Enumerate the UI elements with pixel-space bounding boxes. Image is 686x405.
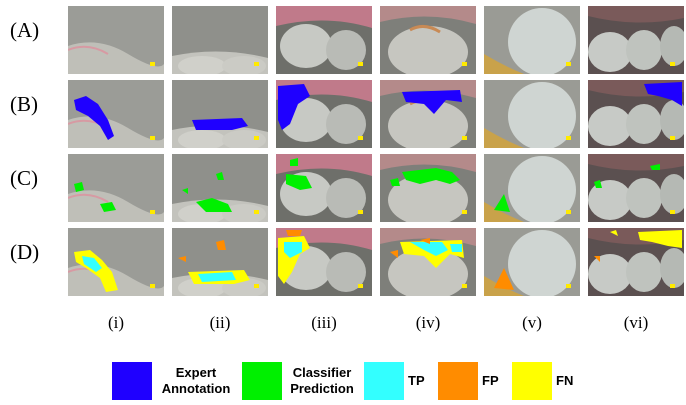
image-tile-d-i — [68, 228, 164, 296]
image-tile-b-ii — [172, 80, 268, 148]
legend-swatch-classifier — [242, 362, 282, 400]
image-tile-d-ii — [172, 228, 268, 296]
image-tile-d-iv — [380, 228, 476, 296]
image-tile-a-ii — [172, 6, 268, 74]
legend-text-tp: TP — [408, 373, 425, 388]
col-label-iv: (iv) — [415, 313, 441, 332]
legend-text-classifier: Classifier Prediction — [290, 365, 354, 396]
col-label-i: (i) — [107, 313, 125, 332]
image-tile-c-iv — [380, 154, 476, 222]
image-tile-b-iv — [380, 80, 476, 148]
image-tile-c-vi — [588, 154, 684, 222]
legend-swatch-expert — [112, 362, 152, 400]
legend-text-expert: Expert Annotation — [161, 365, 231, 396]
legend-swatch-tp — [364, 362, 404, 400]
row-label-c: (C) — [10, 166, 38, 190]
image-tile-b-vi — [588, 80, 684, 148]
legend-swatch-fp — [438, 362, 478, 400]
image-tile-c-iii — [276, 154, 372, 222]
image-tile-d-vi — [588, 228, 684, 296]
image-tile-a-iii — [276, 6, 372, 74]
col-label-vi: (vi) — [623, 313, 649, 332]
col-label-v: (v) — [522, 313, 542, 332]
col-label-iii: (iii) — [311, 313, 337, 332]
image-tile-c-i — [68, 154, 164, 222]
row-label-a: (A) — [10, 18, 40, 42]
legend: Expert Annotation Classifier Prediction TP… — [112, 362, 582, 400]
legend-text-fn: FN — [556, 373, 574, 388]
image-tile-b-v — [484, 80, 580, 148]
image-tile-d-v — [484, 228, 580, 296]
legend-text-fp: FP — [482, 373, 499, 388]
image-tile-b-iii — [276, 80, 372, 148]
image-tile-d-iii — [276, 228, 372, 296]
image-tile-c-v — [484, 154, 580, 222]
image-tile-b-i — [68, 80, 164, 148]
col-label-ii: (ii) — [209, 313, 231, 332]
image-tile-a-i — [68, 6, 164, 74]
row-label-d: (D) — [10, 240, 40, 264]
image-tile-a-v — [484, 6, 580, 74]
image-tile-a-vi — [588, 6, 684, 74]
image-tile-c-ii — [172, 154, 268, 222]
image-tile-a-iv — [380, 6, 476, 74]
legend-swatch-fn — [512, 362, 552, 400]
row-label-b: (B) — [10, 92, 38, 116]
